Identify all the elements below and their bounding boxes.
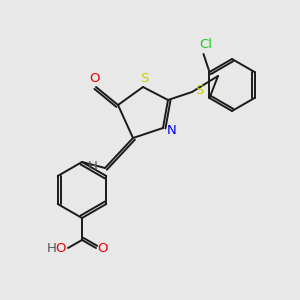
Text: N: N	[167, 124, 177, 136]
Text: H: H	[47, 242, 57, 256]
Text: O: O	[55, 242, 65, 256]
Text: H: H	[88, 160, 98, 172]
Text: O: O	[89, 71, 99, 85]
Text: Cl: Cl	[199, 38, 212, 50]
Text: O: O	[97, 242, 107, 256]
Text: S: S	[140, 71, 148, 85]
Text: S: S	[195, 85, 203, 98]
